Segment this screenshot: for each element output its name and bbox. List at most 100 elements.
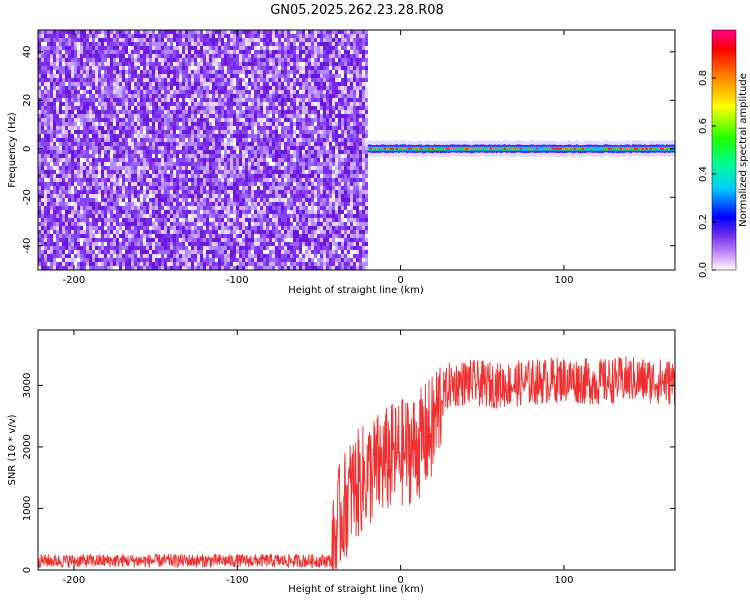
heatmap-cell (131, 34, 134, 38)
heatmap-cell (179, 82, 182, 86)
heatmap-cell (224, 222, 227, 226)
heatmap-cell (110, 50, 113, 54)
heatmap-cell (77, 250, 80, 254)
heatmap-cell (152, 178, 155, 182)
heatmap-cell (128, 146, 131, 150)
heatmap-cell (146, 138, 149, 142)
heatmap-cell (122, 58, 125, 62)
heatmap-cell (161, 170, 164, 174)
heatmap-cell (254, 146, 257, 150)
heatmap-cell (122, 122, 125, 126)
heatmap-cell (101, 66, 104, 70)
heatmap-cell (278, 142, 281, 146)
heatmap-cell (233, 126, 236, 130)
heatmap-cell (188, 210, 191, 214)
heatmap-cell (89, 186, 92, 190)
heatmap-cell (47, 62, 50, 66)
heatmap-cell (140, 62, 143, 66)
heatmap-cell (245, 142, 248, 146)
heatmap-cell (182, 86, 185, 90)
heatmap-cell (284, 114, 287, 118)
heatmap-cell (197, 110, 200, 114)
heatmap-cell (284, 198, 287, 202)
heatmap-cell (245, 110, 248, 114)
heatmap-cell (86, 62, 89, 66)
heatmap-cell (269, 102, 272, 106)
heatmap-cell (263, 242, 266, 246)
heatmap-cell (212, 118, 215, 122)
heatmap-cell (140, 258, 143, 262)
heatmap-cell (38, 254, 41, 258)
heatmap-cell (215, 218, 218, 222)
heatmap-cell (209, 98, 212, 102)
heatmap-cell (116, 110, 119, 114)
heatmap-cell (254, 138, 257, 142)
heatmap-cell (155, 170, 158, 174)
heatmap-cell (104, 46, 107, 50)
heatmap-cell (128, 194, 131, 198)
heatmap-cell (257, 82, 260, 86)
heatmap-cell (131, 102, 134, 106)
heatmap-cell (197, 258, 200, 262)
heatmap-cell (254, 94, 257, 98)
heatmap-cell (170, 154, 173, 158)
heatmap-cell (206, 142, 209, 146)
heatmap-cell (185, 170, 188, 174)
heatmap-cell (89, 134, 92, 138)
heatmap-cell (38, 46, 41, 50)
heatmap-cell (104, 166, 107, 170)
heatmap-cell (239, 134, 242, 138)
heatmap-cell (140, 38, 143, 42)
heatmap-cell (257, 194, 260, 198)
heatmap-cell (167, 74, 170, 78)
heatmap-cell (197, 122, 200, 126)
heatmap-cell (122, 202, 125, 206)
heatmap-cell (197, 222, 200, 226)
heatmap-cell (143, 234, 146, 238)
heatmap-cell (188, 190, 191, 194)
heatmap-cell (161, 34, 164, 38)
heatmap-cell (248, 258, 251, 262)
heatmap-cell (257, 190, 260, 194)
heatmap-cell (152, 90, 155, 94)
heatmap-cell (182, 34, 185, 38)
heatmap-cell (191, 118, 194, 122)
heatmap-cell (125, 110, 128, 114)
heatmap-cell (56, 182, 59, 186)
heatmap-cell (173, 154, 176, 158)
heatmap-cell (140, 198, 143, 202)
heatmap-cell (152, 130, 155, 134)
heatmap-cell (140, 122, 143, 126)
heatmap-cell (182, 162, 185, 166)
heatmap-cell (116, 62, 119, 66)
heatmap-cell (194, 234, 197, 238)
heatmap-cell (266, 54, 269, 58)
heatmap-cell (113, 170, 116, 174)
heatmap-cell (227, 138, 230, 142)
heatmap-cell (239, 66, 242, 70)
heatmap-cell (71, 94, 74, 98)
heatmap-cell (122, 74, 125, 78)
heatmap-cell (185, 98, 188, 102)
heatmap-cell (86, 222, 89, 226)
heatmap-cell (98, 266, 101, 270)
heatmap-cell (233, 94, 236, 98)
heatmap-cell (50, 150, 53, 154)
heatmap-cell (149, 230, 152, 234)
heatmap-cell (272, 102, 275, 106)
heatmap-cell (260, 82, 263, 86)
heatmap-cell (128, 246, 131, 250)
heatmap-cell (191, 130, 194, 134)
heatmap-cell (59, 210, 62, 214)
heatmap-cell (185, 158, 188, 162)
heatmap-cell (269, 50, 272, 54)
heatmap-cell (119, 98, 122, 102)
heatmap-cell (224, 226, 227, 230)
heatmap-cell (38, 250, 41, 254)
heatmap-cell (251, 122, 254, 126)
heatmap-cell (80, 230, 83, 234)
heatmap-cell (161, 222, 164, 226)
heatmap-cell (278, 90, 281, 94)
heatmap-cell (173, 198, 176, 202)
heatmap-cell (188, 150, 191, 154)
